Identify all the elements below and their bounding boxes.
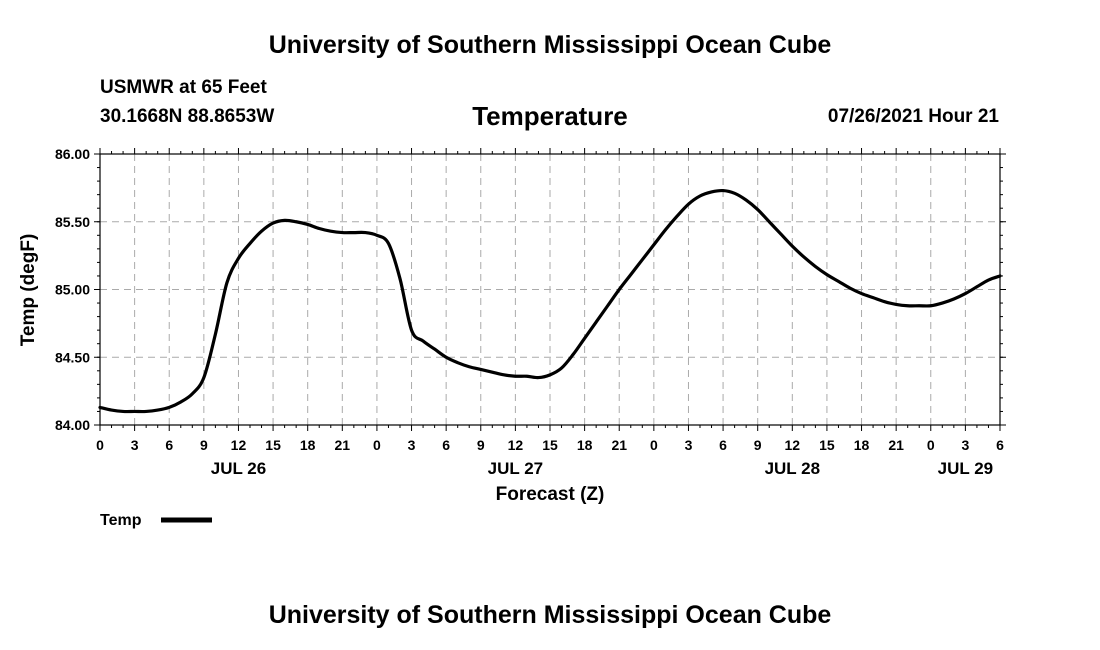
date-label: JUL 28 <box>765 459 820 478</box>
x-tick-label: 12 <box>231 437 247 453</box>
x-tick-label: 6 <box>165 437 173 453</box>
x-tick-label: 9 <box>477 437 485 453</box>
x-tick-labels: 0 3 6 9 12 15 18 21 0 3 6 9 12 15 18 21 0 3 6 9 12 15 18 21 0 3 6 <box>96 437 1004 453</box>
y-tick-label: 85.50 <box>55 214 90 230</box>
grid-lines <box>100 154 1000 425</box>
x-tick-label: 3 <box>131 437 139 453</box>
y-axis-title: Temp (degF) <box>18 234 39 347</box>
x-tick-label: 0 <box>927 437 935 453</box>
x-tick-label: 0 <box>96 437 104 453</box>
x-tick-label: 18 <box>854 437 870 453</box>
legend-label: Temp <box>100 512 142 529</box>
x-tick-label: 21 <box>888 437 904 453</box>
x-tick-label: 18 <box>300 437 316 453</box>
page-title: University of Southern Mississippi Ocean… <box>268 31 832 59</box>
x-tick-label: 6 <box>996 437 1004 453</box>
x-tick-label: 6 <box>442 437 450 453</box>
y-tick-label: 84.50 <box>55 349 90 365</box>
date-label: JUL 27 <box>488 459 543 478</box>
x-tick-label: 9 <box>754 437 762 453</box>
x-tick-label: 9 <box>200 437 208 453</box>
x-axis-title: Forecast (Z) <box>496 484 605 505</box>
x-tick-label: 0 <box>373 437 381 453</box>
x-tick-label: 21 <box>611 437 627 453</box>
plot-frame <box>99 153 1001 426</box>
x-tick-label: 12 <box>508 437 524 453</box>
x-tick-label: 15 <box>265 437 281 453</box>
x-tick-label: 6 <box>719 437 727 453</box>
x-tick-label: 21 <box>335 437 351 453</box>
x-tick-label: 0 <box>650 437 658 453</box>
y-tick-label: 86.00 <box>55 146 90 162</box>
issue-time: 07/26/2021 Hour 21 <box>827 106 999 127</box>
x-tick-label: 18 <box>577 437 593 453</box>
chart-title: Temperature <box>472 101 628 131</box>
x-tick-label: 3 <box>408 437 416 453</box>
temp-series-line <box>98 188 1002 414</box>
station-name: USMWR at 65 Feet <box>100 77 267 98</box>
station-coordinates: 30.1668N 88.8653W <box>100 106 275 127</box>
x-tick-label: 15 <box>542 437 558 453</box>
x-tick-label: 15 <box>819 437 835 453</box>
y-tick-labels: 84.00 84.50 85.00 85.50 86.00 <box>55 146 90 433</box>
legend: Temp <box>100 512 212 529</box>
x-tick-label: 12 <box>785 437 801 453</box>
footer-title: University of Southern Mississippi Ocean… <box>268 601 832 629</box>
y-tick-label: 85.00 <box>55 282 90 298</box>
x-tick-label: 3 <box>685 437 693 453</box>
date-label: JUL 26 <box>211 459 266 478</box>
y-tick-label: 84.00 <box>55 417 90 433</box>
x-tick-label: 3 <box>961 437 969 453</box>
date-labels: JUL 26 JUL 27 JUL 28 JUL 29 <box>211 459 993 478</box>
date-label: JUL 29 <box>938 459 993 478</box>
